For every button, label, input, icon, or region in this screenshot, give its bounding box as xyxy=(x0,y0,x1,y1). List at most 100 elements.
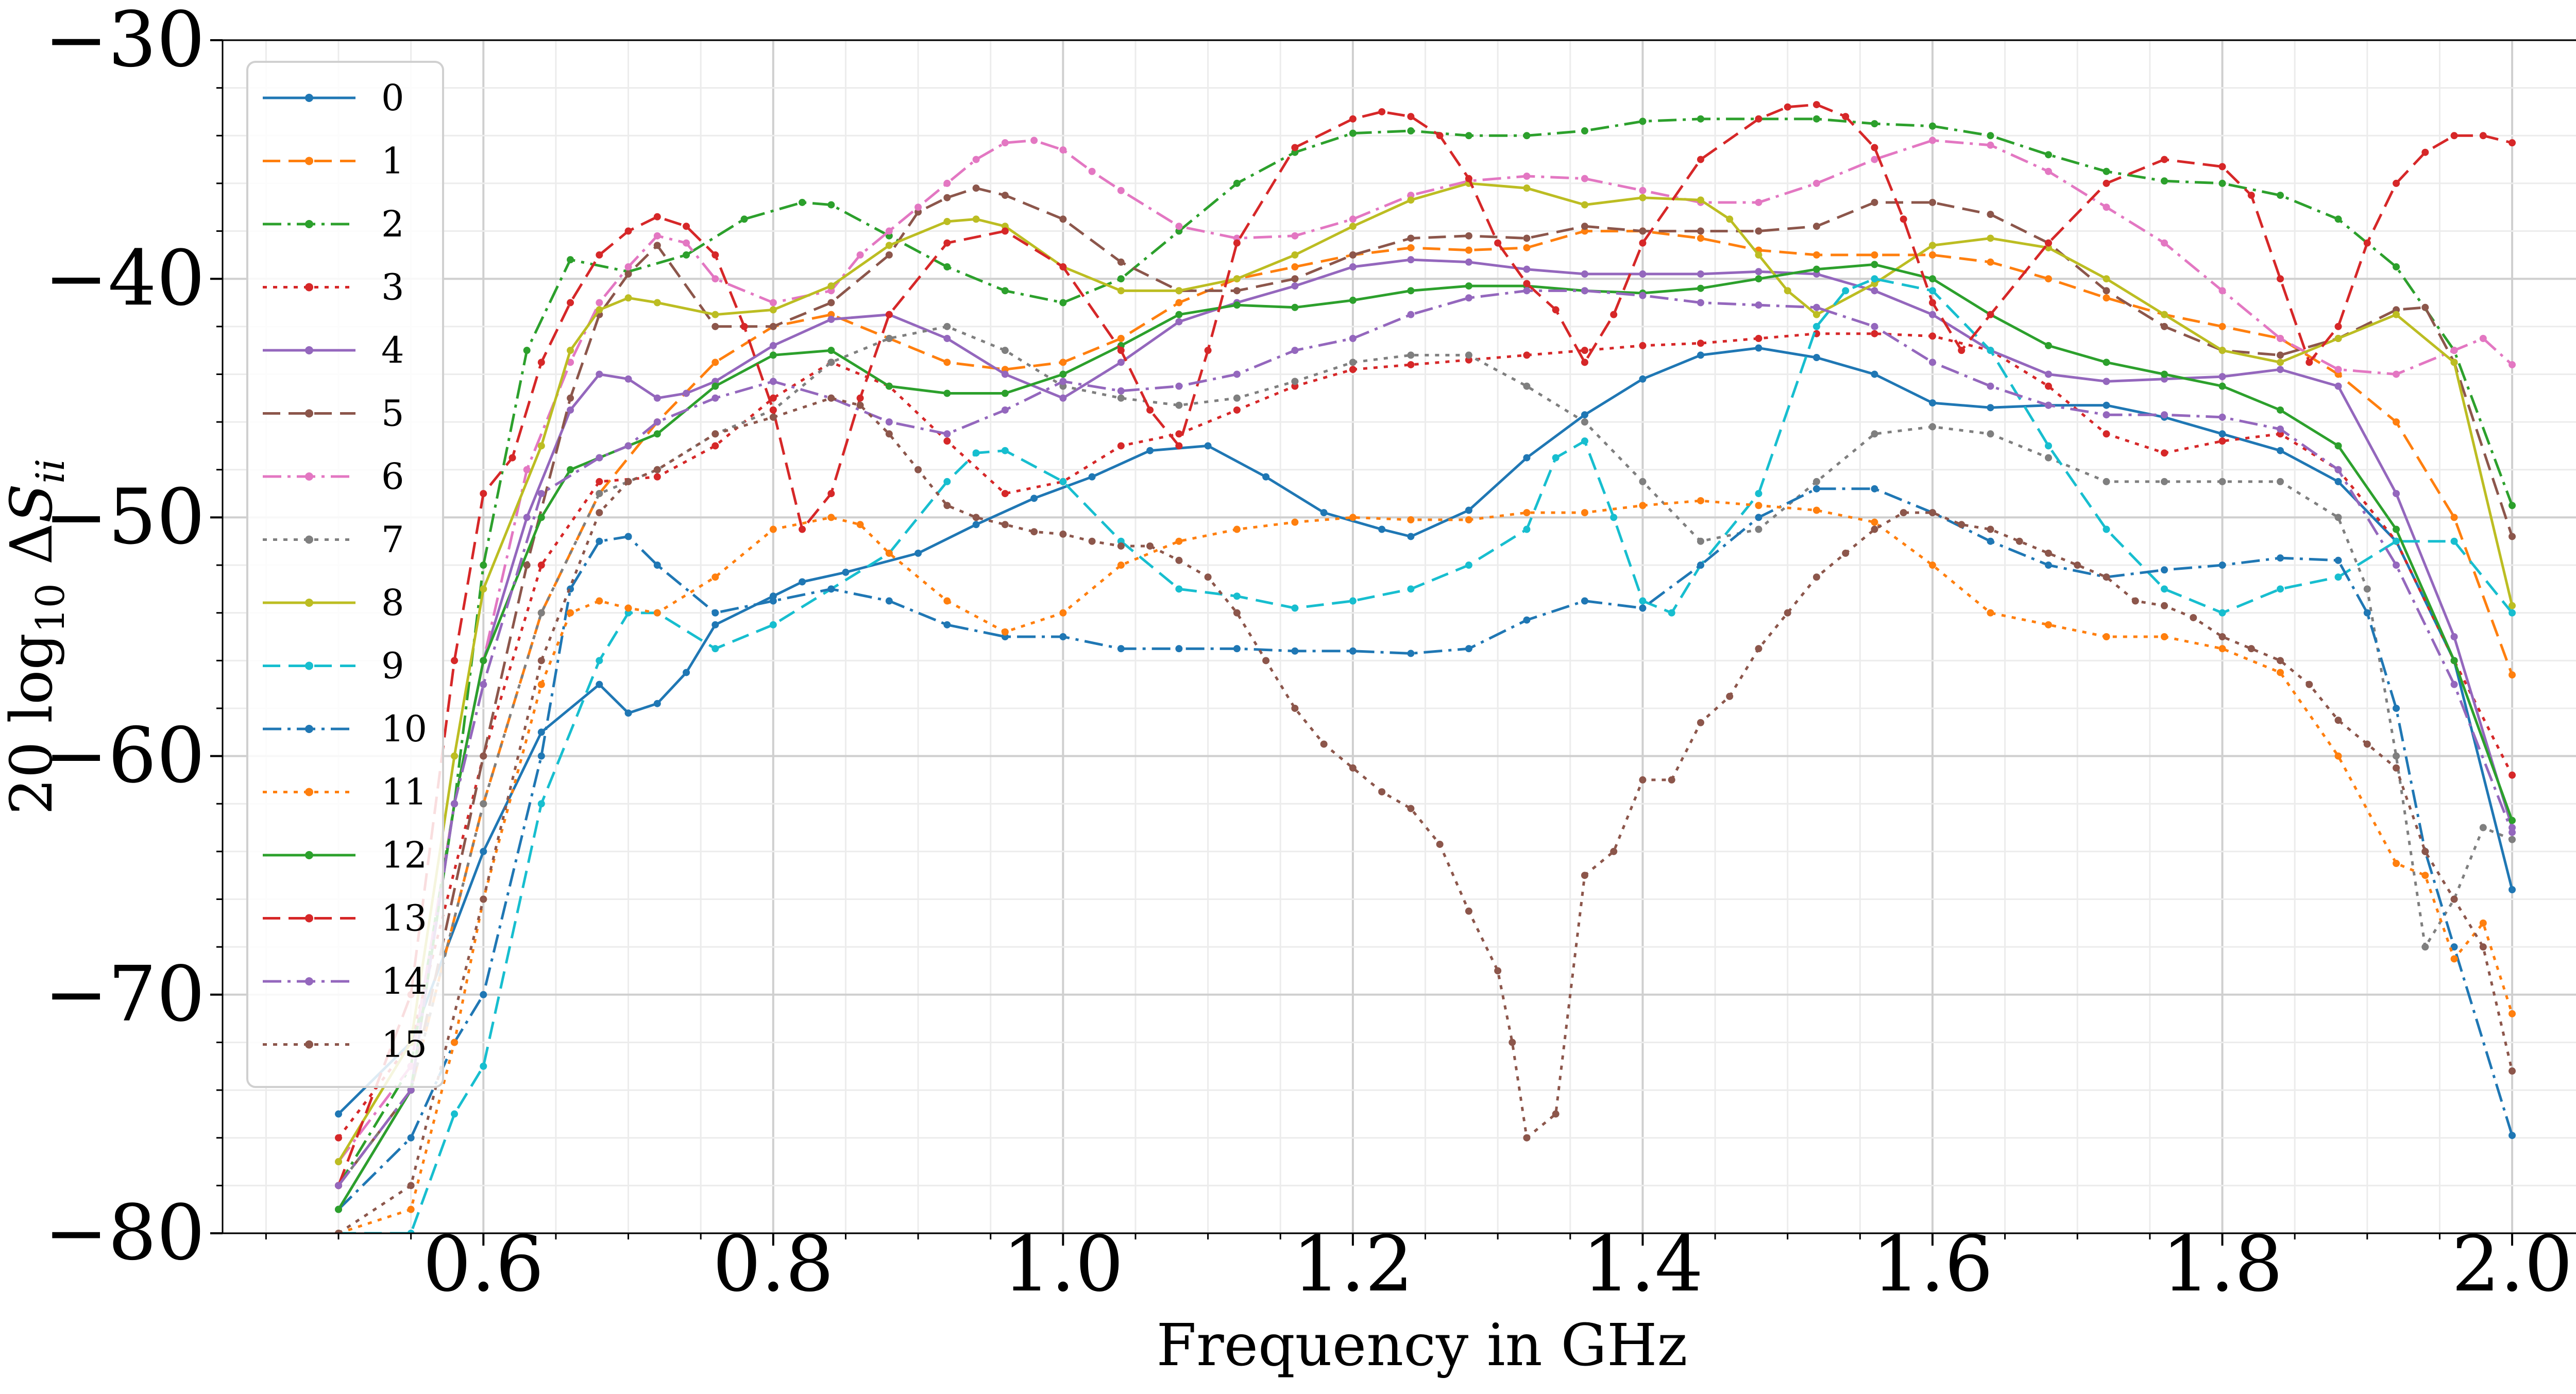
data-point xyxy=(972,184,980,192)
data-point xyxy=(1291,282,1299,290)
data-point xyxy=(624,533,632,540)
data-point xyxy=(1233,592,1241,600)
data-point xyxy=(2509,502,2516,509)
data-point xyxy=(1175,318,1183,326)
data-point xyxy=(1928,311,1936,318)
data-point xyxy=(1465,351,1472,359)
data-point xyxy=(567,299,574,307)
data-point xyxy=(914,466,922,473)
data-point xyxy=(1523,1134,1531,1142)
data-point xyxy=(1059,530,1067,538)
data-point xyxy=(1928,399,1936,407)
data-point xyxy=(1928,242,1936,249)
data-point xyxy=(1871,251,1878,259)
data-point xyxy=(1928,287,1936,295)
data-point xyxy=(1233,370,1241,378)
data-point xyxy=(1726,692,1734,700)
data-point xyxy=(407,1205,415,1213)
data-point xyxy=(1871,518,1878,526)
legend-item-3: 3 xyxy=(263,266,404,309)
data-point xyxy=(2131,597,2139,605)
data-point xyxy=(1465,132,1472,140)
data-point xyxy=(2450,537,2458,545)
data-point xyxy=(1175,556,1183,564)
data-point xyxy=(2277,192,2284,199)
data-point xyxy=(2509,1010,2516,1017)
legend-label: 15 xyxy=(381,1024,427,1066)
legend-item-15: 15 xyxy=(263,1024,427,1066)
data-point xyxy=(711,275,719,283)
data-point xyxy=(2334,215,2342,223)
y-tick-label: −60 xyxy=(44,711,205,800)
data-point xyxy=(1349,597,1357,605)
data-point xyxy=(1523,132,1531,140)
data-point xyxy=(451,800,459,808)
data-point xyxy=(1291,704,1299,712)
data-point xyxy=(1784,609,1791,617)
data-point xyxy=(2421,943,2429,951)
data-point xyxy=(2306,359,2313,366)
data-point xyxy=(2509,836,2516,843)
data-point xyxy=(1871,322,1878,330)
data-point xyxy=(943,478,951,485)
data-point xyxy=(596,454,603,462)
data-point xyxy=(1755,227,1762,235)
legend-item-2: 2 xyxy=(263,203,404,245)
data-point xyxy=(2277,359,2284,366)
series-line-8 xyxy=(337,182,2514,1163)
data-point xyxy=(624,227,632,235)
data-point xyxy=(2103,378,2110,385)
data-point xyxy=(1059,299,1067,307)
data-point xyxy=(2393,860,2400,868)
data-point xyxy=(769,621,777,628)
data-point xyxy=(711,382,719,390)
data-point xyxy=(451,1039,459,1046)
data-point xyxy=(2277,478,2284,485)
data-point xyxy=(1349,115,1357,123)
data-point xyxy=(2277,657,2284,665)
data-point xyxy=(2393,490,2400,498)
data-point xyxy=(943,335,951,342)
data-point xyxy=(1117,394,1125,402)
data-point xyxy=(769,378,777,385)
data-point xyxy=(1001,447,1009,454)
data-point xyxy=(1059,215,1067,223)
data-point xyxy=(1175,645,1183,653)
data-point xyxy=(943,263,951,271)
data-point xyxy=(1928,122,1936,130)
data-point xyxy=(1233,406,1241,414)
data-point xyxy=(1987,141,1994,149)
data-point xyxy=(653,562,661,569)
data-point xyxy=(1610,514,1618,521)
data-point xyxy=(624,294,632,302)
data-point xyxy=(1175,299,1183,307)
data-point xyxy=(1407,244,1415,251)
data-point xyxy=(1465,246,1472,254)
series-line-1 xyxy=(337,230,2514,1186)
data-point xyxy=(523,514,531,521)
data-point xyxy=(1349,366,1357,373)
data-point xyxy=(1639,186,1647,194)
data-point xyxy=(1349,251,1357,259)
data-point xyxy=(1465,645,1472,653)
data-point xyxy=(1639,239,1647,247)
data-point xyxy=(2044,382,2052,390)
data-point xyxy=(1928,332,1936,340)
data-point xyxy=(480,585,487,593)
data-point xyxy=(1349,359,1357,366)
data-point xyxy=(537,681,545,688)
data-point xyxy=(2509,1132,2516,1140)
data-point xyxy=(1349,263,1357,271)
data-point xyxy=(1755,514,1762,521)
data-point xyxy=(1755,335,1762,342)
data-point xyxy=(1668,776,1675,784)
data-point xyxy=(1987,132,1994,140)
data-point xyxy=(2218,562,2226,569)
data-point xyxy=(1059,478,1067,485)
data-point xyxy=(1523,280,1531,287)
data-point xyxy=(2161,585,2168,593)
data-point xyxy=(1928,251,1936,259)
data-point xyxy=(1784,103,1791,111)
data-point xyxy=(2277,351,2284,359)
data-point xyxy=(2218,645,2226,653)
